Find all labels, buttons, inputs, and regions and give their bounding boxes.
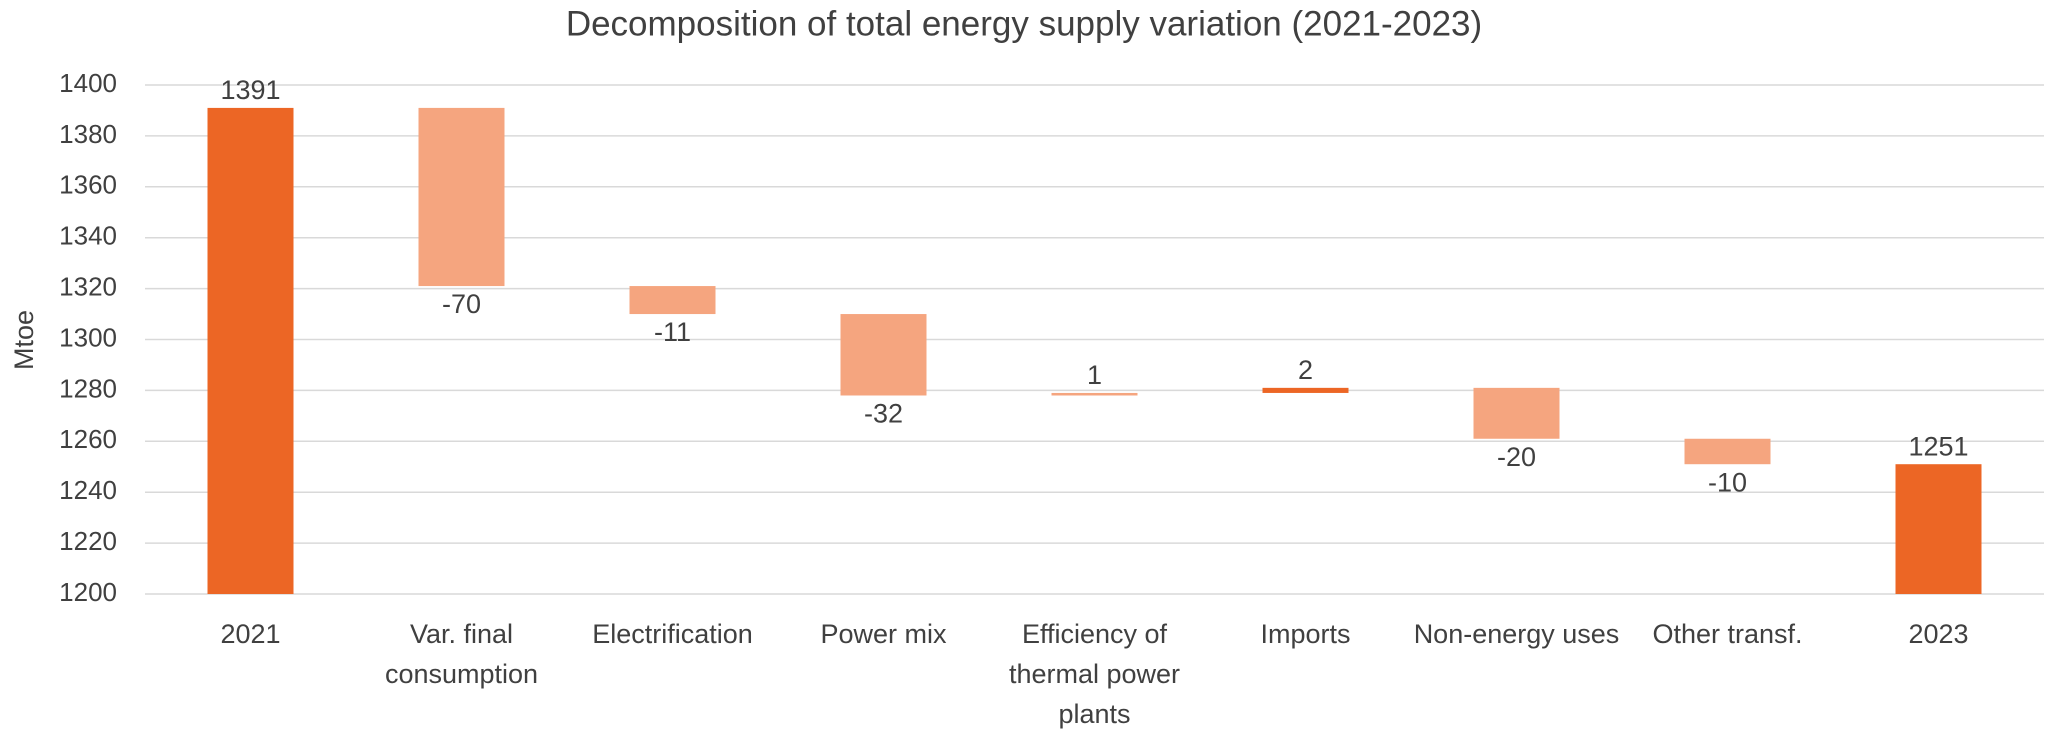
x-tick-label: 2023 (1908, 619, 1969, 649)
bar (629, 286, 716, 315)
data-label: 1251 (1908, 431, 1968, 461)
bar (418, 107, 505, 287)
x-tick-label-box: Non-energy uses (1413, 619, 1620, 649)
bar (1684, 438, 1771, 465)
x-tick-label: Non-energy uses (1413, 619, 1620, 649)
x-tick-label: 2021 (220, 619, 281, 649)
y-tick-label: 1240 (59, 475, 117, 505)
y-tick-label: 1200 (59, 577, 117, 607)
y-tick-label: 1360 (59, 170, 117, 200)
y-axis-label: Mtoe (9, 310, 39, 370)
x-tick-label: Power mix (820, 619, 947, 649)
data-label: -70 (442, 289, 481, 319)
data-label: -10 (1708, 467, 1747, 497)
data-label: 2 (1298, 355, 1313, 385)
x-tick-label: Var. final consumption (384, 619, 539, 689)
bar (1051, 392, 1138, 396)
bar (1895, 464, 1982, 594)
x-tick-label: Other transf. (1652, 619, 1803, 649)
x-tick-label-box: 2023 (1908, 619, 1969, 649)
data-label: -20 (1497, 442, 1536, 472)
y-tick-label: 1320 (59, 271, 117, 301)
x-tick-label-box: Var. final consumption (384, 619, 539, 689)
bar (840, 314, 927, 396)
x-tick-label: Efficiency of thermal power plants (1008, 619, 1181, 729)
y-tick-label: 1300 (59, 322, 117, 352)
bar (207, 107, 294, 594)
bar (1473, 387, 1560, 439)
x-tick-label-box: 2021 (220, 619, 281, 649)
x-tick-label: Electrification (592, 619, 753, 649)
data-label: 1391 (220, 75, 280, 105)
x-tick-label-box: Other transf. (1652, 619, 1803, 649)
x-tick-label: Imports (1260, 619, 1351, 649)
data-label: -11 (654, 317, 691, 347)
y-tick-label: 1260 (59, 424, 117, 454)
y-tick-label: 1220 (59, 526, 117, 556)
x-tick-label-box: Efficiency of thermal power plants (1008, 619, 1181, 729)
bar (1262, 387, 1349, 393)
chart-title: Decomposition of total energy supply var… (566, 4, 1482, 43)
data-label: -32 (864, 399, 903, 429)
x-tick-label-box: Electrification (592, 619, 753, 649)
y-tick-label: 1380 (59, 119, 117, 149)
y-tick-label: 1400 (59, 68, 117, 98)
x-tick-label-box: Power mix (820, 619, 947, 649)
data-label: 1 (1087, 360, 1102, 390)
y-tick-label: 1280 (59, 373, 117, 403)
y-tick-label: 1340 (59, 221, 117, 251)
x-tick-label-box: Imports (1260, 619, 1351, 649)
